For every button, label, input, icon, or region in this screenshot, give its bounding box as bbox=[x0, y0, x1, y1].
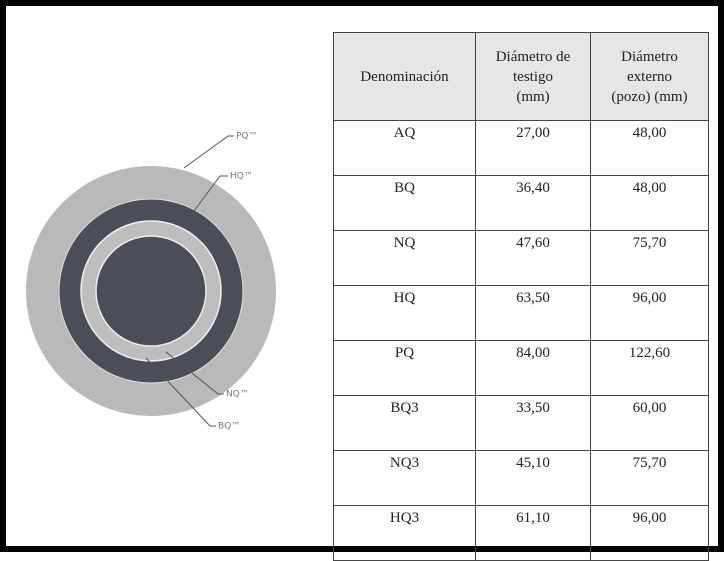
bq-circle bbox=[95, 235, 207, 347]
diagram-label: HQ™ bbox=[230, 172, 253, 182]
table-row: HQ3 61,10 96,00 bbox=[333, 505, 709, 561]
table-cell: 96,00 bbox=[590, 505, 709, 561]
core-diagram: PQ™ HQ™ NQ™ BQ™ bbox=[26, 132, 276, 432]
table-cell: 61,10 bbox=[475, 505, 591, 561]
table-cell: 48,00 bbox=[590, 120, 709, 176]
table-cell: 63,50 bbox=[475, 285, 591, 341]
table-cell: 45,10 bbox=[475, 450, 591, 506]
leader-line bbox=[165, 351, 224, 395]
header-text: testigo bbox=[513, 68, 553, 85]
header-text: externo bbox=[627, 68, 672, 85]
table-cell: NQ3 bbox=[333, 450, 476, 506]
table-cell: 36,40 bbox=[475, 175, 591, 231]
header-cell: Diámetro de testigo (mm) bbox=[475, 32, 591, 121]
leader-line bbox=[145, 357, 216, 427]
table-cell: 122,60 bbox=[590, 340, 709, 396]
table-row: BQ3 33,50 60,00 bbox=[333, 395, 709, 451]
header-cell: Denominación bbox=[333, 32, 476, 121]
leader-line bbox=[183, 135, 234, 169]
diagram-label: BQ™ bbox=[218, 422, 240, 432]
header-text: (mm) bbox=[516, 88, 550, 105]
table-cell: AQ bbox=[333, 120, 476, 176]
table-cell: 27,00 bbox=[475, 120, 591, 176]
table-cell: PQ bbox=[333, 340, 476, 396]
table-row: NQ3 45,10 75,70 bbox=[333, 450, 709, 506]
diagram-label: PQ™ bbox=[236, 132, 258, 142]
table-cell: 47,60 bbox=[475, 230, 591, 286]
table-row: HQ 63,50 96,00 bbox=[333, 285, 709, 341]
table-cell: BQ3 bbox=[333, 395, 476, 451]
table-cell: 60,00 bbox=[590, 395, 709, 451]
diagram-label: NQ™ bbox=[226, 390, 249, 400]
table-row: PQ 84,00 122,60 bbox=[333, 340, 709, 396]
header-row: Denominación Diámetro de testigo (mm) Diámet… bbox=[333, 32, 709, 121]
data-table: Denominación Diámetro de testigo (mm) Diámet… bbox=[333, 32, 709, 561]
table-cell: HQ bbox=[333, 285, 476, 341]
header-text: Diámetro bbox=[621, 48, 678, 65]
table-cell: NQ bbox=[333, 230, 476, 286]
table-row: AQ 27,00 48,00 bbox=[333, 120, 709, 176]
header-text: Denominación bbox=[360, 68, 449, 85]
table-cell: 75,70 bbox=[590, 450, 709, 506]
table-cell: 75,70 bbox=[590, 230, 709, 286]
leader-line bbox=[193, 175, 228, 212]
table-cell: 33,50 bbox=[475, 395, 591, 451]
table-row: NQ 47,60 75,70 bbox=[333, 230, 709, 286]
table-cell: 84,00 bbox=[475, 340, 591, 396]
header-text: Diámetro de bbox=[495, 48, 571, 65]
table-cell: 48,00 bbox=[590, 175, 709, 231]
table-cell: HQ3 bbox=[333, 505, 476, 561]
header-text: (pozo) (mm) bbox=[611, 88, 688, 105]
header-cell: Diámetro externo (pozo) (mm) bbox=[590, 32, 709, 121]
table-row: BQ 36,40 48,00 bbox=[333, 175, 709, 231]
table-cell: BQ bbox=[333, 175, 476, 231]
table-cell: 96,00 bbox=[590, 285, 709, 341]
